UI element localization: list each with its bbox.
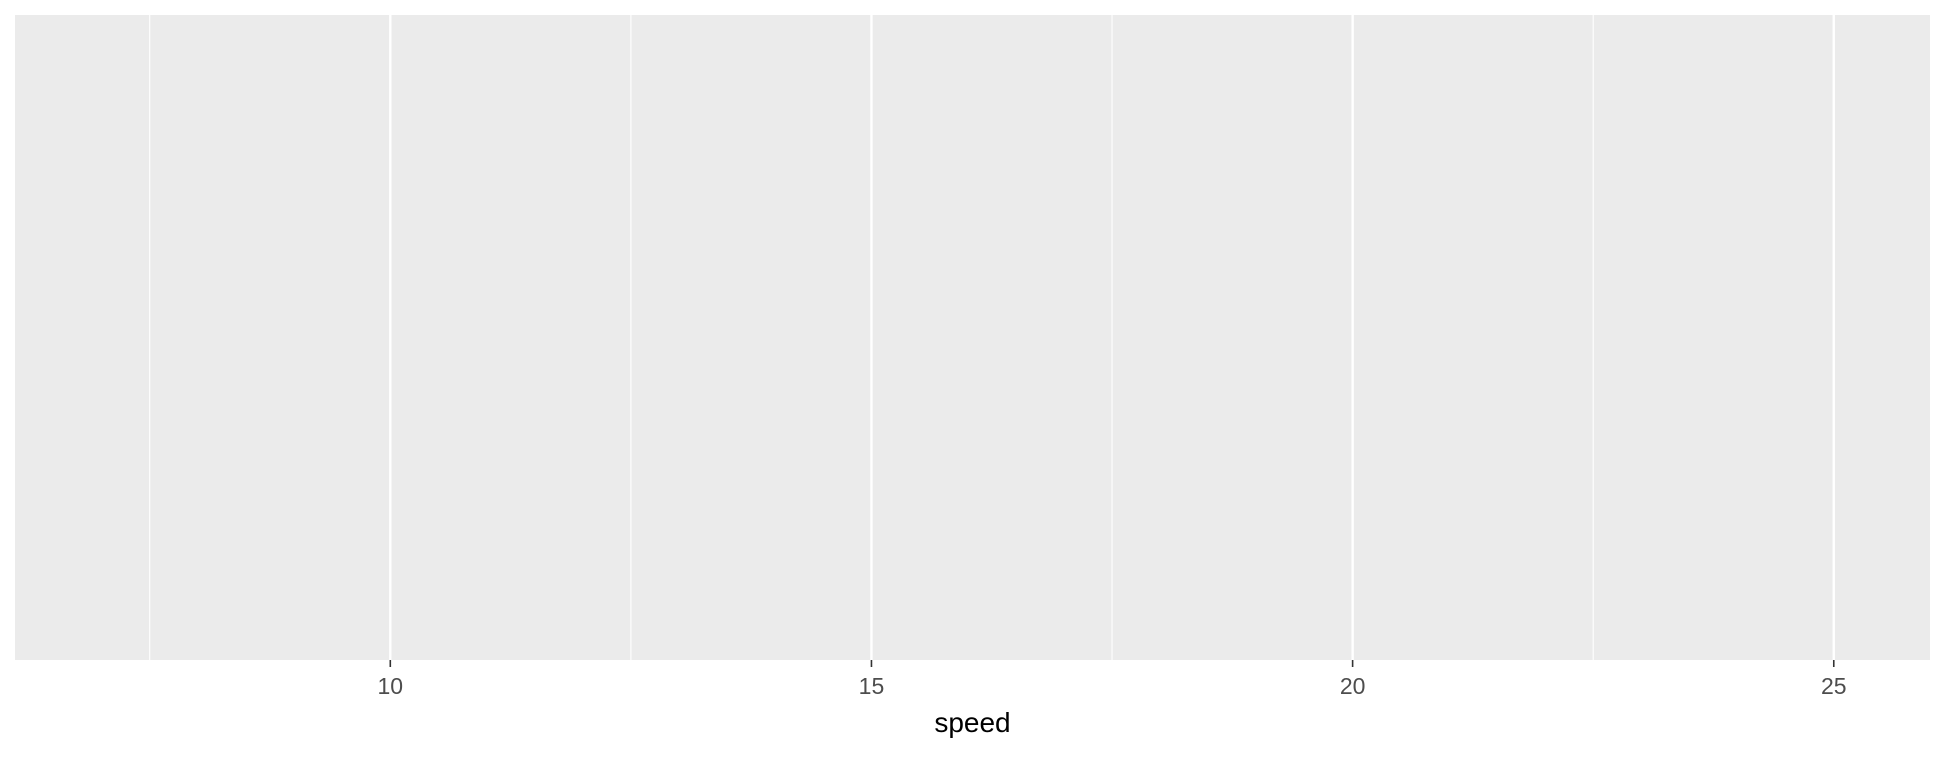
- major-gridlines: [389, 15, 1835, 660]
- minor-gridlines: [149, 15, 1594, 660]
- x-tick-label: 25: [1821, 673, 1847, 699]
- x-tick-label: 20: [1340, 673, 1366, 699]
- x-tick-label: 15: [859, 673, 885, 699]
- x-tick-label: 10: [378, 673, 404, 699]
- x-axis-tick-labels: 10 15 20 25: [378, 673, 1847, 699]
- x-axis-title: speed: [934, 707, 1010, 738]
- x-axis-ticks: [389, 660, 1835, 667]
- plot-panel-background: [15, 15, 1930, 660]
